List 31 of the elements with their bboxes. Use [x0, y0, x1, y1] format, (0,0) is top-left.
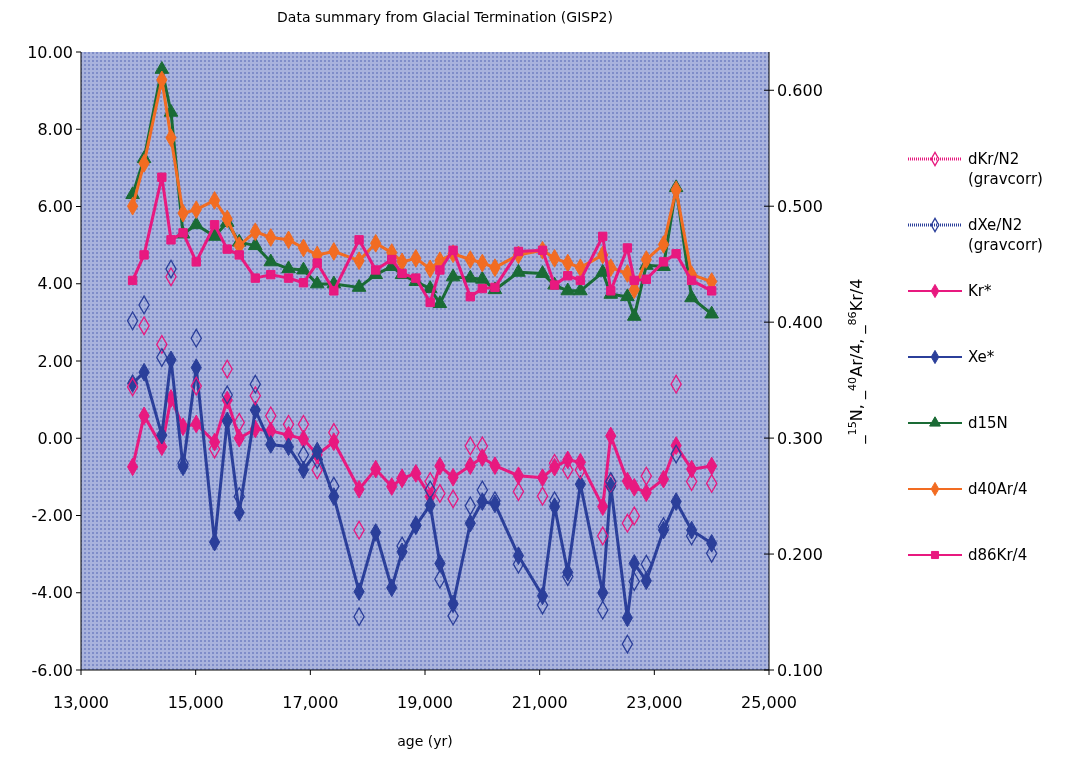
legend-label: d15N — [968, 414, 1008, 433]
y-tick-label: 8.00 — [37, 119, 73, 139]
x-tick-label: 19,000 — [397, 693, 453, 712]
y2-tick-label: 0.300 — [777, 428, 823, 448]
y-tick-label: 10.00 — [27, 42, 73, 62]
legend-label: Xe* — [968, 348, 995, 367]
y-tick-label: -6.00 — [31, 660, 73, 680]
x-tick-label: 17,000 — [282, 693, 339, 712]
x-tick-label: 13,000 — [53, 693, 109, 712]
y2-tick-label: 0.200 — [777, 544, 823, 564]
legend-label: dXe/N2 (gravcorr) — [968, 216, 1043, 254]
y-tick-label: 2.00 — [37, 351, 73, 371]
chart-title: Data summary from Glacial Termination (GISP2) — [277, 9, 613, 25]
x-axis-title: age (yr) — [397, 733, 453, 749]
x-tick-label: 15,000 — [167, 693, 224, 712]
y-tick-label: 0.00 — [37, 428, 73, 448]
y2-tick-label: 0.100 — [777, 660, 823, 680]
y-tick-label: 4.00 — [37, 274, 73, 294]
y-tick-label: -4.00 — [31, 583, 73, 603]
legend-label: Kr* — [968, 282, 992, 301]
y2-tick-label: 0.500 — [777, 196, 823, 216]
legend-label: dKr/N2 (gravcorr) — [968, 150, 1043, 188]
y-tick-label: -2.00 — [31, 506, 73, 526]
y2-tick-label: 0.400 — [777, 312, 823, 332]
x-tick-label: 23,000 — [626, 693, 683, 712]
y-tick-label: 6.00 — [37, 197, 73, 217]
y2-tick-label: 0.600 — [777, 80, 823, 100]
x-tick-label: 21,000 — [511, 693, 568, 712]
x-tick-label: 25,000 — [741, 693, 797, 712]
legend-label: d40Ar/4 — [968, 480, 1028, 499]
legend-label: d86Kr/4 — [968, 546, 1028, 565]
